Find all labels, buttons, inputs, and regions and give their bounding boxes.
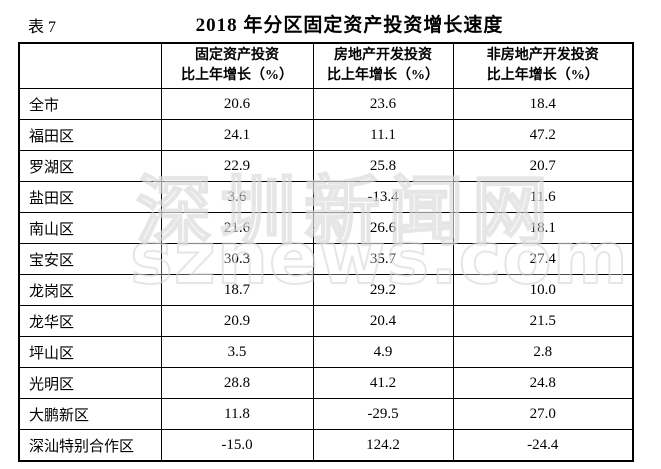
row-label-cell: 福田区 [18,119,162,151]
value-cell: 10.0 [452,274,634,306]
header-line-1: 非房地产开发投资 [486,48,599,63]
header-cell-blank [18,42,162,89]
header-line-1: 房地产开发投资 [334,48,432,63]
table-row: 龙华区 20.9 20.4 21.5 [18,305,634,337]
value-cell: 24.1 [160,119,314,151]
value-cell: 21.6 [160,212,314,244]
header-line-1: 固定资产投资 [195,48,279,63]
value-cell: 24.8 [452,367,634,399]
table-row: 盐田区 3.6 -13.4 11.6 [18,181,634,213]
row-label-cell: 龙华区 [18,305,162,337]
value-cell: 124.2 [312,429,454,462]
value-cell: 11.1 [312,119,454,151]
value-cell: 23.6 [312,88,454,120]
header-line-2: 比上年增长（%） [327,68,439,83]
table-row: 光明区 28.8 41.2 24.8 [18,367,634,399]
value-cell: 18.1 [452,212,634,244]
table-row: 南山区 21.6 26.6 18.1 [18,212,634,244]
row-label-cell: 宝安区 [18,243,162,275]
value-cell: -24.4 [452,429,634,462]
row-label-cell: 光明区 [18,367,162,399]
value-cell: 22.9 [160,150,314,182]
header-line-2: 比上年增长（%） [486,68,599,83]
row-label-cell: 盐田区 [18,181,162,213]
value-cell: 11.6 [452,181,634,213]
table-row: 坪山区 3.5 4.9 2.8 [18,336,634,368]
value-cell: 4.9 [312,336,454,368]
value-cell: 18.4 [452,88,634,120]
table-row: 深汕特别合作区 -15.0 124.2 -24.4 [18,429,634,462]
table-row: 福田区 24.1 11.1 47.2 [18,119,634,151]
value-cell: 35.7 [312,243,454,275]
table-header-row: 固定资产投资 比上年增长（%） 房地产开发投资 比上年增长（%） 非房地产开发投… [18,42,634,89]
value-cell: 20.9 [160,305,314,337]
value-cell: 3.5 [160,336,314,368]
value-cell: 2.8 [452,336,634,368]
value-cell: -15.0 [160,429,314,462]
value-cell: 18.7 [160,274,314,306]
value-cell: 27.4 [452,243,634,275]
value-cell: 41.2 [312,367,454,399]
value-cell: 20.6 [160,88,314,120]
header-line-2: 比上年增长（%） [181,68,293,83]
value-cell: 25.8 [312,150,454,182]
value-cell: 26.6 [312,212,454,244]
table-number-label: 表 7 [28,19,57,36]
table-row: 大鹏新区 11.8 -29.5 27.0 [18,398,634,430]
value-cell: 3.6 [160,181,314,213]
value-cell: 30.3 [160,243,314,275]
row-label-cell: 深汕特别合作区 [18,429,162,462]
page-title: 2018 年分区固定资产投资增长速度 [195,15,504,36]
value-cell: 28.8 [160,367,314,399]
value-cell: -29.5 [312,398,454,430]
value-cell: 20.4 [312,305,454,337]
row-label-cell: 全市 [18,88,162,120]
value-cell: -13.4 [312,181,454,213]
value-cell: 27.0 [452,398,634,430]
row-label-cell: 坪山区 [18,336,162,368]
header-cell-non-real-estate-investment: 非房地产开发投资 比上年增长（%） [452,42,634,89]
row-label-cell: 龙岗区 [18,274,162,306]
investment-growth-table: 固定资产投资 比上年增长（%） 房地产开发投资 比上年增长（%） 非房地产开发投… [18,42,634,462]
value-cell: 21.5 [452,305,634,337]
table-row: 龙岗区 18.7 29.2 10.0 [18,274,634,306]
table-row: 罗湖区 22.9 25.8 20.7 [18,150,634,182]
header-cell-fixed-asset-investment: 固定资产投资 比上年增长（%） [160,42,314,89]
row-label-cell: 大鹏新区 [18,398,162,430]
table-row: 全市 20.6 23.6 18.4 [18,88,634,120]
value-cell: 20.7 [452,150,634,182]
row-label-cell: 南山区 [18,212,162,244]
table-row: 宝安区 30.3 35.7 27.4 [18,243,634,275]
value-cell: 11.8 [160,398,314,430]
value-cell: 47.2 [452,119,634,151]
value-cell: 29.2 [312,274,454,306]
header-cell-real-estate-investment: 房地产开发投资 比上年增长（%） [312,42,454,89]
row-label-cell: 罗湖区 [18,150,162,182]
